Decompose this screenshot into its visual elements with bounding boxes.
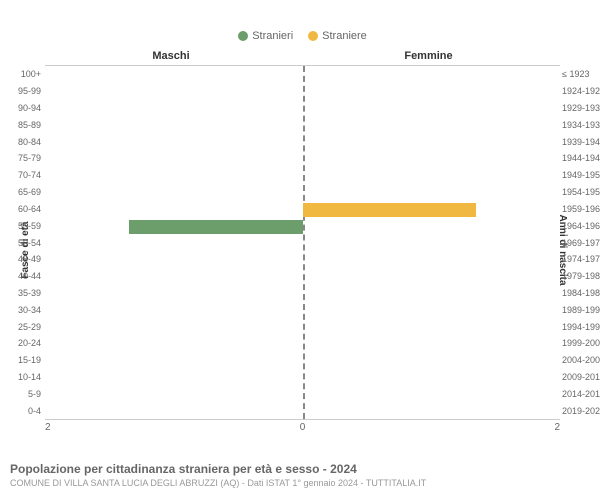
legend-male: Stranieri: [238, 30, 293, 42]
header-male: Maschi: [152, 50, 189, 62]
y-axis-right: ≤ 19231924-19281929-19331934-19381939-19…: [562, 66, 600, 419]
age-tick: 5-9: [13, 385, 41, 402]
footer-subtitle: COMUNE DI VILLA SANTA LUCIA DEGLI ABRUZZ…: [10, 478, 590, 488]
age-tick: 95-99: [13, 83, 41, 100]
birthyear-tick: 1974-1978: [562, 251, 600, 268]
x-tick-right: 2: [554, 422, 560, 433]
x-axis: 2 0 2: [45, 422, 560, 433]
age-tick: 70-74: [13, 167, 41, 184]
birthyear-tick: 2004-2008: [562, 352, 600, 369]
age-tick: 40-44: [13, 268, 41, 285]
birthyear-tick: 1959-1963: [562, 201, 600, 218]
header-labels: Maschi Femmine: [45, 50, 560, 62]
age-tick: 100+: [13, 66, 41, 83]
plot-area: 100+95-9990-9485-8980-8475-7970-7465-696…: [45, 65, 560, 420]
birthyear-tick: 1944-1948: [562, 150, 600, 167]
legend-female-label: Straniere: [322, 30, 367, 42]
age-tick: 10-14: [13, 369, 41, 386]
age-tick: 65-69: [13, 184, 41, 201]
birthyear-tick: 1979-1983: [562, 268, 600, 285]
footer: Popolazione per cittadinanza straniera p…: [10, 462, 590, 488]
legend-dot-male: [238, 31, 248, 41]
legend-female: Straniere: [308, 30, 367, 42]
birthyear-tick: 1989-1993: [562, 301, 600, 318]
birthyear-tick: 2014-2018: [562, 385, 600, 402]
legend-dot-female: [308, 31, 318, 41]
birthyear-tick: 1994-1998: [562, 318, 600, 335]
birthyear-tick: 1984-1988: [562, 285, 600, 302]
birthyear-tick: 1954-1958: [562, 184, 600, 201]
age-tick: 35-39: [13, 285, 41, 302]
birthyear-tick: 1999-2003: [562, 335, 600, 352]
age-tick: 0-4: [13, 402, 41, 419]
y-axis-left: 100+95-9990-9485-8980-8475-7970-7465-696…: [13, 66, 41, 419]
age-tick: 45-49: [13, 251, 41, 268]
bar-male: [129, 220, 303, 234]
age-tick: 85-89: [13, 116, 41, 133]
age-tick: 80-84: [13, 133, 41, 150]
age-tick: 25-29: [13, 318, 41, 335]
age-tick: 50-54: [13, 234, 41, 251]
bar-female: [303, 203, 477, 217]
legend: Stranieri Straniere: [45, 30, 560, 42]
birthyear-tick: 2019-2023: [562, 402, 600, 419]
birthyear-tick: 1929-1933: [562, 100, 600, 117]
birthyear-tick: 1934-1938: [562, 116, 600, 133]
age-tick: 20-24: [13, 335, 41, 352]
age-tick: 75-79: [13, 150, 41, 167]
birthyear-tick: 1949-1953: [562, 167, 600, 184]
birthyear-tick: 1969-1973: [562, 234, 600, 251]
birthyear-tick: ≤ 1923: [562, 66, 600, 83]
x-tick-left: 2: [45, 422, 51, 433]
center-line: [303, 66, 305, 419]
x-tick-center: 0: [300, 422, 306, 433]
birthyear-tick: 2009-2013: [562, 369, 600, 386]
age-tick: 60-64: [13, 201, 41, 218]
footer-title: Popolazione per cittadinanza straniera p…: [10, 462, 590, 476]
age-tick: 30-34: [13, 301, 41, 318]
birthyear-tick: 1939-1943: [562, 133, 600, 150]
age-tick: 90-94: [13, 100, 41, 117]
header-female: Femmine: [404, 50, 452, 62]
legend-male-label: Stranieri: [252, 30, 293, 42]
age-tick: 55-59: [13, 217, 41, 234]
age-tick: 15-19: [13, 352, 41, 369]
birthyear-tick: 1924-1928: [562, 83, 600, 100]
chart-container: Stranieri Straniere Maschi Femmine 100+9…: [45, 30, 560, 435]
birthyear-tick: 1964-1968: [562, 217, 600, 234]
